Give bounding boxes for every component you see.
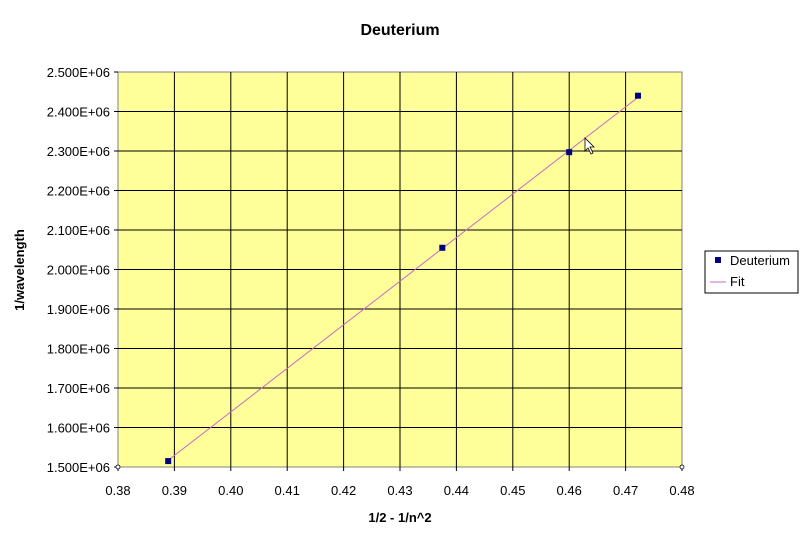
fit-line (167, 96, 639, 461)
data-point (439, 244, 446, 251)
x-tick-label: 0.44 (444, 483, 469, 498)
x-tick-label: 0.45 (500, 483, 525, 498)
y-tick-label: 1.600E+06 (47, 421, 110, 436)
y-tick-label: 1.900E+06 (47, 302, 110, 317)
data-point (165, 458, 172, 465)
y-axis-title: 1/wavelength (12, 229, 27, 311)
x-tick-label: 0.43 (387, 483, 412, 498)
chart-title: Deuterium (360, 22, 439, 39)
grid (118, 72, 682, 467)
x-axis-title: 1/2 - 1/n^2 (368, 510, 431, 525)
x-tick-label: 0.40 (218, 483, 243, 498)
axis-corner-marker (115, 464, 121, 470)
legend: Deuterium Fit (704, 250, 799, 294)
y-tick-label: 2.400E+06 (47, 105, 110, 120)
x-tick-label: 0.48 (669, 483, 694, 498)
x-tick-label: 0.47 (613, 483, 638, 498)
y-tick-label: 1.700E+06 (47, 381, 110, 396)
legend-box (704, 250, 799, 294)
data-point (566, 149, 573, 156)
axis-corner-marker (679, 464, 685, 470)
y-tick-label: 2.200E+06 (47, 184, 110, 199)
y-tick-label: 1.800E+06 (47, 342, 110, 357)
y-tick-label: 2.500E+06 (47, 65, 110, 80)
y-tick-label: 2.100E+06 (47, 223, 110, 238)
x-tick-label: 0.46 (557, 483, 582, 498)
x-tick-label: 0.42 (331, 483, 356, 498)
x-tick-label: 0.41 (275, 483, 300, 498)
y-tick-label: 2.000E+06 (47, 263, 110, 278)
y-tick-label: 2.300E+06 (47, 144, 110, 159)
y-tick-label: 1.500E+06 (47, 460, 110, 475)
tick-labels: 0.38 0.39 0.40 0.41 0.42 0.43 0.44 0.45 0.46 0.47… (47, 65, 695, 498)
legend-label-fit: Fit (730, 274, 745, 289)
data-point (635, 92, 642, 99)
mouse-cursor-icon (584, 137, 595, 155)
legend-label-deuterium: Deuterium (730, 253, 790, 268)
x-tick-label: 0.39 (162, 483, 187, 498)
x-tick-label: 0.38 (105, 483, 130, 498)
series (165, 92, 642, 465)
legend-marker-deuterium (715, 257, 721, 263)
